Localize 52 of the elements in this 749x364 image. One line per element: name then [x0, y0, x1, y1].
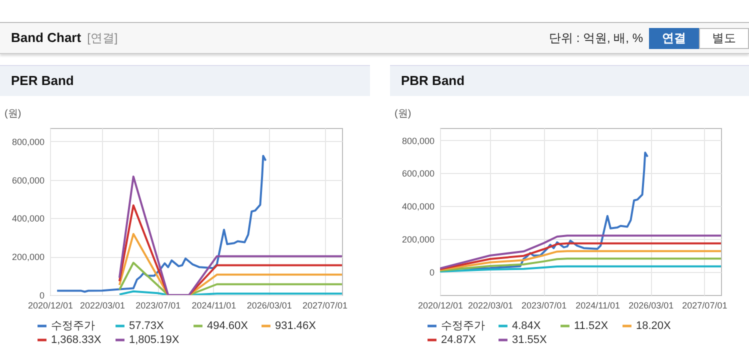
x-tick-label: 2022/03/01 [468, 300, 514, 310]
text: 단위 : 억원, 배, % [548, 30, 643, 47]
x-tick-label: 2020/12/01 [418, 300, 464, 310]
y-tick-label: 400,000 [402, 202, 434, 212]
line-series [440, 250, 721, 271]
x-tick-label: 2020/12/01 [28, 300, 74, 310]
legend-label: 4.84X [512, 320, 542, 332]
chart-title: PBR Band [390, 65, 749, 96]
x-tick-label: 2026/03/01 [628, 300, 674, 310]
text: 별도 [699, 28, 749, 49]
x-tick-label: 2023/07/01 [522, 300, 567, 310]
legend-label: 931.46X [275, 320, 317, 332]
legend-label: 수정주가 [51, 320, 95, 332]
line-series [440, 258, 721, 272]
x-tick-label: 2023/07/01 [136, 300, 181, 310]
legend-label: 57.73X [129, 320, 165, 332]
chart-title: PER Band [0, 65, 370, 96]
y-axis-title: (원) [394, 108, 412, 120]
x-tick-label: 2027/07/01 [682, 300, 728, 310]
line-series [440, 242, 721, 270]
line-series [118, 262, 342, 295]
x-tick-label: 2022/03/01 [80, 300, 126, 310]
x-tick-label: 2027/07/01 [302, 300, 348, 310]
legend-label: 494.60X [207, 320, 249, 332]
y-tick-label: 800,000 [402, 136, 434, 146]
y-tick-label: 0 [39, 290, 44, 300]
line-series [56, 154, 267, 293]
line-series [118, 232, 342, 295]
x-tick-label: 2024/11/01 [576, 300, 620, 310]
y-tick-label: 0 [429, 267, 434, 278]
legend-label: 31.55X [512, 334, 548, 346]
legend-label: 1,805.19X [129, 334, 180, 346]
text: Band Chart [11, 30, 82, 45]
line-series [440, 234, 721, 270]
legend-label: 수정주가 [441, 320, 485, 332]
line-series [118, 176, 342, 295]
y-tick-label: 200,000 [402, 234, 434, 245]
y-tick-label: 200,000 [12, 252, 44, 262]
legend-label: 11.52X [574, 320, 609, 332]
line-series [118, 204, 342, 295]
x-tick-label: 2026/03/01 [246, 300, 292, 310]
x-tick-label: 2024/11/01 [192, 300, 236, 310]
text: [연결] [87, 31, 118, 45]
y-tick-label: 800,000 [12, 136, 44, 147]
y-tick-label: 600,000 [12, 175, 44, 186]
text: 연결 [649, 28, 699, 49]
legend-label: 24.87X [441, 334, 477, 346]
y-tick-label: 400,000 [12, 214, 44, 224]
y-axis-title: (원) [4, 108, 22, 120]
y-tick-label: 600,000 [402, 168, 434, 179]
legend-label: 1,368.33X [51, 334, 102, 346]
legend-label: 18.20X [636, 320, 672, 332]
